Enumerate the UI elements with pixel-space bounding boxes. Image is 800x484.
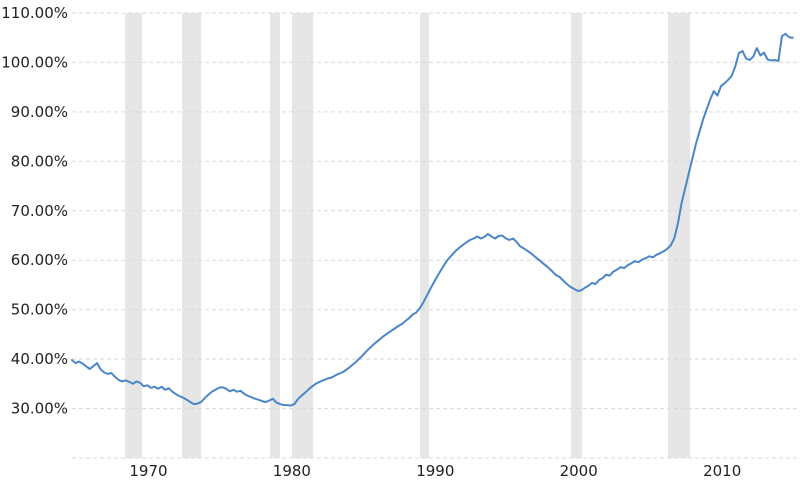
recession-band [182,13,202,458]
y-axis-tick-label: 40.00% [11,350,68,368]
x-axis-tick-label: 2000 [560,462,598,480]
recession-band [668,13,691,458]
recession-band [270,13,280,458]
x-axis-tick-label: 1990 [416,462,454,480]
y-axis-tick-label: 100.00% [1,53,68,71]
recession-band [571,13,583,458]
y-axis-tick-label: 50.00% [11,301,68,319]
recession-band [292,13,314,458]
debt-to-gdp-line [71,32,794,407]
y-axis-tick-label: 60.00% [11,251,68,269]
y-axis-tick-label: 80.00% [11,152,68,170]
y-axis-tick-label: 110.00% [1,4,68,22]
x-axis-tick-label: 2010 [703,462,741,480]
recession-band [420,13,430,458]
x-axis-tick-label: 1980 [273,462,311,480]
y-axis-tick-label: 70.00% [11,202,68,220]
y-axis-tick-label: 90.00% [11,103,68,121]
recession-band [125,13,142,458]
y-axis-tick-label: 30.00% [11,400,68,418]
x-axis-tick-label: 1970 [129,462,167,480]
